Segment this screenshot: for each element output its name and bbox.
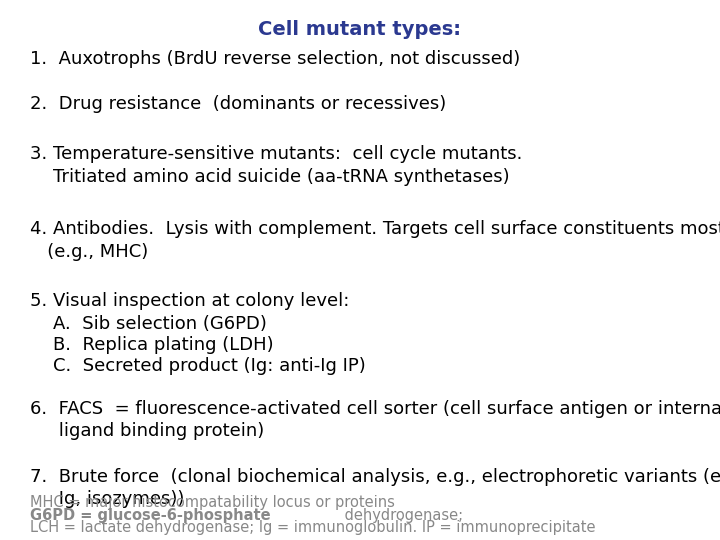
Text: 2.  Drug resistance  (dominants or recessives): 2. Drug resistance (dominants or recessi… xyxy=(30,95,446,113)
Text: Ig, isozymes)): Ig, isozymes)) xyxy=(30,490,184,508)
Text: C.  Secreted product (Ig: anti-Ig IP): C. Secreted product (Ig: anti-Ig IP) xyxy=(30,357,366,375)
Text: 1.  Auxotrophs (BrdU reverse selection, not discussed): 1. Auxotrophs (BrdU reverse selection, n… xyxy=(30,50,521,68)
Text: Tritiated amino acid suicide (aa‑tRNA synthetases): Tritiated amino acid suicide (aa‑tRNA sy… xyxy=(30,168,510,186)
Text: MHC = major histocompatability locus or proteins: MHC = major histocompatability locus or … xyxy=(30,495,395,510)
Text: 5. Visual inspection at colony level:: 5. Visual inspection at colony level: xyxy=(30,292,349,310)
Text: ligand binding protein): ligand binding protein) xyxy=(30,422,264,440)
Text: B.  Replica plating (LDH): B. Replica plating (LDH) xyxy=(30,336,274,354)
Text: 3. Temperature‑sensitive mutants:  cell cycle mutants.: 3. Temperature‑sensitive mutants: cell c… xyxy=(30,145,523,163)
Text: LCH = lactate dehydrogenase; Ig = immunoglobulin. IP = immunoprecipitate: LCH = lactate dehydrogenase; Ig = immuno… xyxy=(30,520,595,535)
Text: G6PD = glucose-6-phosphate: G6PD = glucose-6-phosphate xyxy=(30,508,271,523)
Text: A.  Sib selection (G6PD): A. Sib selection (G6PD) xyxy=(30,315,267,333)
Text: Cell mutant types:: Cell mutant types: xyxy=(258,20,462,39)
Text: (e.g., MHC): (e.g., MHC) xyxy=(30,243,148,261)
Text: 6.  FACS  = fluorescence‑activated cell sorter (cell surface antigen or internal: 6. FACS = fluorescence‑activated cell so… xyxy=(30,400,720,418)
Text: 7.  Brute force  (clonal biochemical analysis, e.g., electrophoretic variants (e: 7. Brute force (clonal biochemical analy… xyxy=(30,468,720,486)
Text: 4. Antibodies.  Lysis with complement. Targets cell surface constituents mostly: 4. Antibodies. Lysis with complement. Ta… xyxy=(30,220,720,238)
Text: dehydrogenase;: dehydrogenase; xyxy=(341,508,464,523)
